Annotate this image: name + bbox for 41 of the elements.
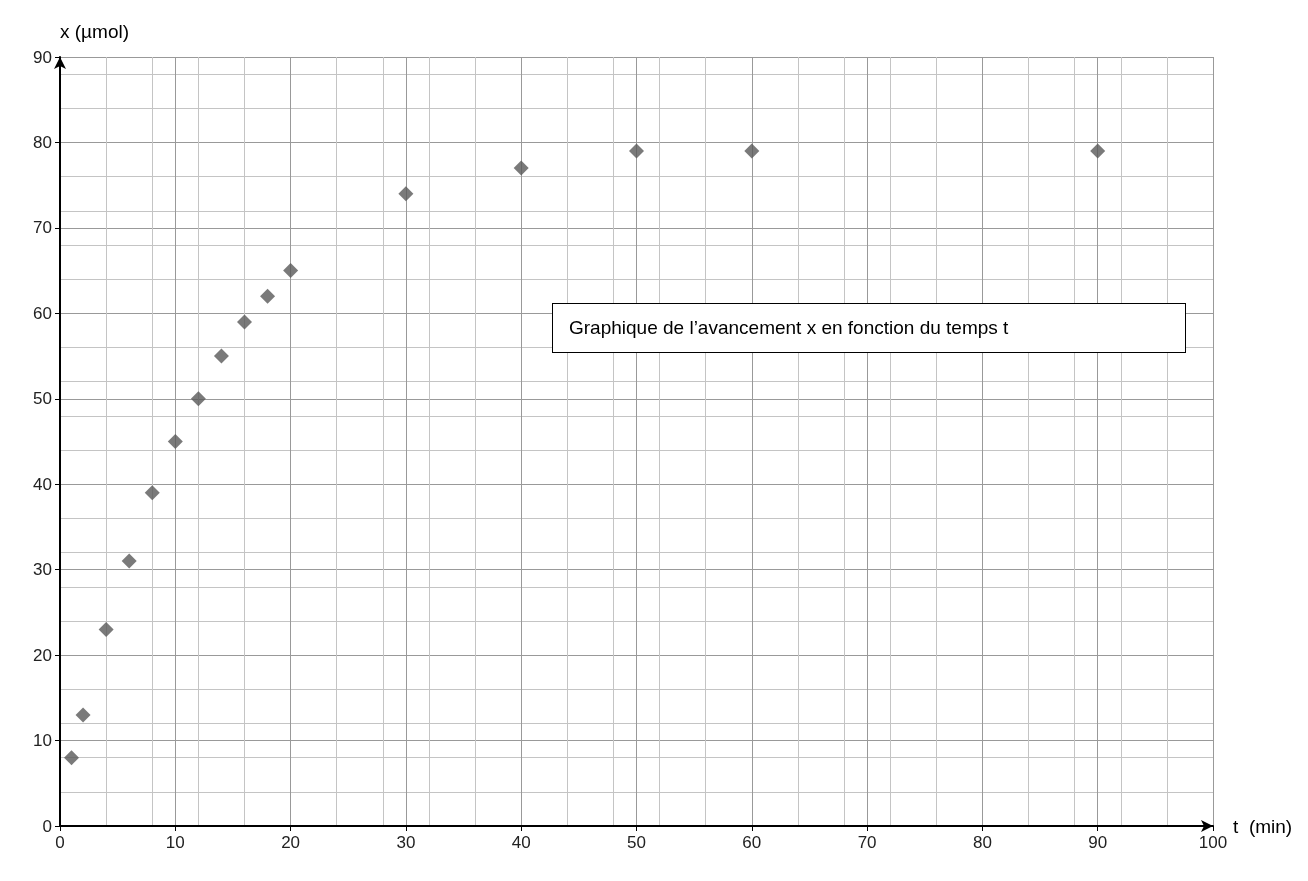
y-tick-label: 10	[33, 731, 52, 751]
x-tick-label: 80	[972, 833, 992, 852]
point	[236, 314, 252, 330]
y-axis-title: x (µmol)	[60, 21, 129, 42]
point	[75, 707, 91, 723]
x-tick-label: 70	[857, 833, 877, 852]
point	[144, 485, 160, 501]
point	[629, 143, 644, 159]
x-tick-label: 90	[1088, 833, 1108, 852]
y-tick-label: 70	[33, 218, 52, 238]
x-tick-label: 20	[281, 833, 301, 852]
x-tick-label: 10	[165, 833, 185, 852]
x-tick-label: 50	[627, 833, 646, 852]
point	[744, 143, 760, 159]
annotation: Graphique de l’avancement x en fonction du temps t	[569, 317, 1009, 338]
point	[398, 186, 414, 202]
y-tick-label: 80	[33, 132, 52, 152]
x-tick-label: 40	[511, 833, 531, 852]
x-tick-label: 30	[396, 833, 416, 852]
y-tick-label: 60	[33, 303, 52, 323]
x-tick-label: 0	[55, 833, 65, 852]
point	[513, 160, 529, 176]
y-tick-label: 20	[33, 645, 52, 665]
x-axis-title: t (min)	[1233, 815, 1293, 837]
x-tick-label: 60	[742, 833, 762, 852]
y-tick-label: 0	[42, 816, 52, 836]
point	[283, 263, 299, 279]
point	[1090, 143, 1106, 159]
y-tick-label: 50	[33, 389, 52, 409]
text-box: Graphique de l’avancement x en fonction du temps t	[552, 303, 1186, 353]
y-tick-label: 90	[33, 47, 52, 67]
point	[167, 434, 183, 449]
point	[98, 621, 114, 637]
point	[213, 348, 229, 364]
point	[121, 553, 137, 569]
x-tick-label: 100	[1198, 833, 1228, 852]
point	[260, 288, 276, 304]
point	[64, 750, 80, 766]
y-tick-label: 40	[33, 474, 52, 494]
y-tick-label: 30	[33, 560, 52, 580]
point	[190, 391, 206, 407]
